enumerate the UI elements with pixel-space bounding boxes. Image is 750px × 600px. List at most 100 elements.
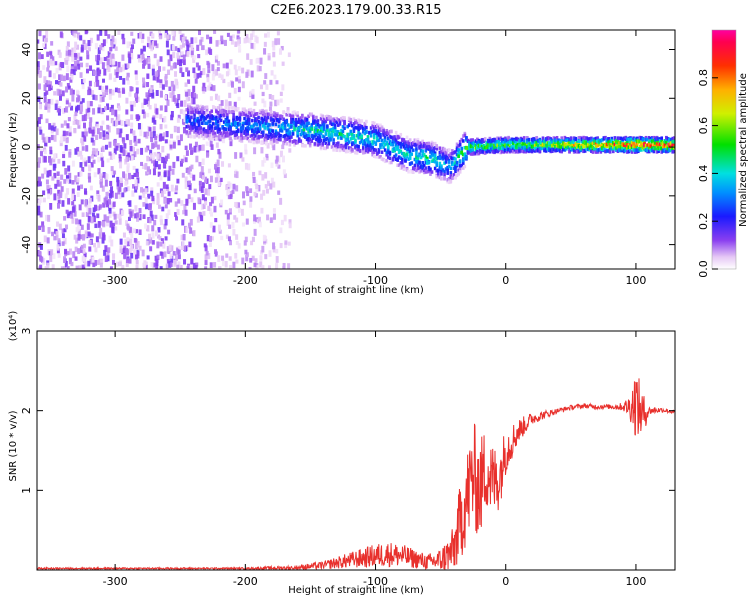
spectrogram-ridge-cell	[322, 120, 326, 125]
spectrogram-ridge-cell	[360, 134, 364, 138]
spectrogram-ridge-cell	[476, 152, 479, 156]
spectrogram-ridge-cell	[210, 136, 214, 141]
spectrogram-ridge-cell	[605, 138, 609, 143]
spectrogram-ridge-cell	[596, 150, 599, 154]
spectrogram-ridge-cell	[457, 154, 460, 158]
spectrogram-noise-cell	[153, 163, 157, 169]
spectrogram-ridge-cell	[232, 113, 235, 117]
spectrogram-ridge-cell	[321, 120, 324, 124]
spectrogram-ridge-cell	[647, 135, 651, 140]
spectrogram-ridge-cell	[441, 150, 445, 155]
spectrogram-ridge-cell	[340, 116, 343, 121]
spectrogram-noise-cell	[237, 96, 241, 101]
spectrogram-ridge-cell	[613, 136, 617, 140]
spectrogram-ridge-cell	[601, 146, 604, 150]
spectrogram-ridge-cell	[383, 159, 387, 164]
spectrogram-noise-cell	[45, 214, 49, 222]
spectrogram-ridge-cell	[460, 137, 464, 142]
spectrogram-noise-cell	[74, 119, 78, 125]
spectrogram-noise-cell	[65, 138, 69, 144]
spectrogram-noise-cell	[228, 133, 232, 140]
spectrogram-noise-cell	[104, 255, 108, 263]
spectrogram-noise-cell	[238, 44, 242, 51]
snr-scale-label: (x10⁴)	[8, 311, 19, 342]
spectrogram-noise-cell	[215, 54, 219, 60]
snr-x-axis-title: Height of straight line (km)	[288, 585, 424, 596]
spectrogram-ridge-cell	[368, 144, 371, 148]
spectrogram-ridge-cell	[607, 149, 610, 153]
spectrogram-noise-cell	[279, 91, 283, 96]
spectrogram-ridge-cell	[216, 111, 220, 115]
spectrogram-noise-cell	[145, 92, 149, 98]
spectrogram-ridge-cell	[346, 149, 349, 154]
spectrogram-noise-cell	[101, 237, 105, 244]
spectrogram-ridge-cell	[429, 150, 432, 154]
spectrogram-noise-cell	[135, 212, 139, 218]
spectrogram-noise-cell	[96, 205, 100, 210]
spectrogram-ridge-cell	[354, 140, 357, 144]
spectrogram-ridge-cell	[358, 123, 362, 128]
spectrogram-noise-cell	[44, 266, 48, 269]
spectrogram-noise-cell	[108, 93, 112, 100]
spectrogram-noise-cell	[181, 219, 185, 226]
spectrogram-ridge-cell	[252, 129, 256, 134]
spectrogram-ridge-cell	[482, 143, 485, 148]
spectrogram-ridge-cell	[286, 128, 290, 132]
spectrogram-noise-cell	[64, 193, 68, 199]
spectrogram-ridge-cell	[333, 143, 337, 148]
spectrogram-ridge-cell	[207, 130, 210, 134]
spectrogram-noise-cell	[177, 254, 181, 260]
spectrogram-ridge-cell	[416, 166, 420, 171]
spectrogram-noise-cell	[83, 114, 87, 121]
spectrogram-noise-cell	[88, 164, 92, 172]
spectrogram-noise-cell	[116, 143, 120, 148]
spectrogram-ridge-cell	[329, 133, 332, 137]
spectrogram-noise-cell	[47, 80, 51, 85]
spectrogram-ridge-cell	[405, 154, 409, 159]
spectrogram-noise-cell	[114, 87, 118, 93]
spectrogram-ridge-cell	[630, 145, 634, 150]
spectrogram-noise-cell	[166, 99, 170, 106]
spectrogram-ridge-cell	[452, 173, 456, 177]
spectrogram-noise-cell	[182, 120, 186, 126]
spectrogram-noise-cell	[150, 40, 154, 45]
spectrogram-ridge-cell	[572, 136, 576, 141]
spectrogram-ridge-cell	[315, 130, 318, 135]
spectrogram-ridge-cell	[251, 124, 254, 129]
spectrogram-noise-cell	[237, 86, 241, 93]
spectrogram-ridge-cell	[315, 115, 318, 120]
spectrogram-noise-cell	[272, 144, 276, 151]
spectrogram-ridge-cell	[594, 142, 598, 146]
spectrogram-noise-cell	[130, 122, 134, 128]
spectrogram-ridge-cell	[633, 137, 637, 142]
spectrogram-ridge-cell	[435, 144, 439, 148]
spectrogram-noise-cell	[254, 179, 258, 186]
spectrogram-noise-cell	[266, 180, 270, 187]
spectrogram-noise-cell	[99, 44, 103, 51]
spectrogram-noise-cell	[206, 34, 210, 40]
spectrogram-ridge-cell	[671, 146, 674, 150]
spectrogram-ridge-cell	[432, 158, 435, 162]
spectrogram-ridge-cell	[294, 117, 298, 122]
spectrogram-noise-cell	[197, 53, 201, 59]
spectrogram-noise-cell	[60, 174, 64, 180]
spectrogram-ridge-cell	[208, 115, 212, 120]
spectrogram-ridge-cell	[402, 138, 406, 142]
spectrogram-ridge-cell	[251, 133, 254, 138]
spectrogram-noise-cell	[109, 180, 113, 186]
spectrogram-ridge-cell	[227, 133, 231, 137]
spectrogram-noise-cell	[156, 70, 160, 77]
spectrogram-noise-cell	[71, 89, 75, 95]
spectrogram-ridge-cell	[574, 142, 578, 146]
spectrogram-noise-cell	[66, 123, 70, 129]
spectrogram-noise-cell	[106, 134, 110, 140]
spectrogram-ridge-cell	[246, 136, 249, 141]
spectrogram-ridge-cell	[443, 176, 446, 180]
spectrogram-ridge-cell	[405, 168, 409, 172]
spectrogram-noise-cell	[220, 35, 224, 42]
spectrogram-noise-cell	[77, 248, 81, 255]
spectrogram-ridge-cell	[632, 147, 635, 152]
spectrogram-ridge-cell	[233, 107, 237, 111]
spectrogram-ridge-cell	[594, 136, 598, 141]
spectrogram-ridge-cell	[660, 140, 664, 144]
